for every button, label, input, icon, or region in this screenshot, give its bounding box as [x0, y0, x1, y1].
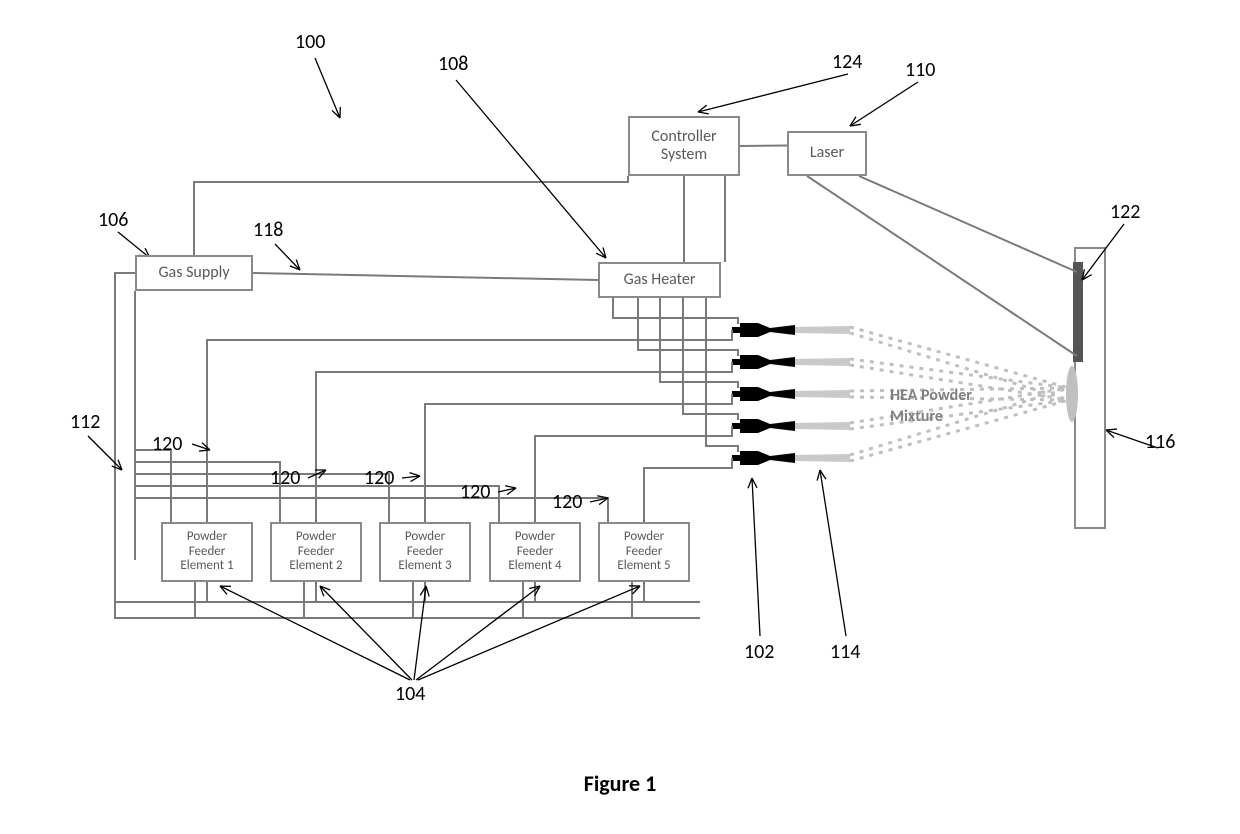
feeder4-label: PowderFeederElement 4 — [508, 530, 561, 575]
ref-102: 102 — [744, 640, 774, 664]
ref-108: 108 — [438, 52, 468, 76]
ref-106: 106 — [98, 208, 128, 232]
ref-118: 118 — [253, 218, 283, 242]
laser-label: Laser — [810, 144, 844, 162]
ref-120a: 120 — [152, 432, 182, 456]
gas-heater-label: Gas Heater — [624, 271, 696, 289]
ref-100: 100 — [295, 30, 325, 54]
ref-122: 122 — [1110, 200, 1140, 224]
feeder1-label: PowderFeederElement 1 — [180, 530, 233, 575]
ref-120c: 120 — [364, 466, 394, 490]
ref-110: 110 — [905, 58, 935, 82]
ref-124: 124 — [832, 50, 862, 74]
ref-116: 116 — [1145, 430, 1175, 454]
powder-feeder-5-box: PowderFeederElement 5 — [598, 522, 690, 582]
ref-114: 114 — [830, 640, 860, 664]
hea-powder-mixture-label: HEA PowderMixture — [890, 386, 972, 428]
gas-supply-box: Gas Supply — [135, 255, 253, 291]
ref-104: 104 — [395, 682, 425, 706]
ref-112: 112 — [70, 410, 100, 434]
diagram-svg — [0, 0, 1240, 834]
ref-120e: 120 — [552, 490, 582, 514]
gas-supply-label: Gas Supply — [158, 264, 229, 282]
powder-feeder-3-box: PowderFeederElement 3 — [379, 522, 471, 582]
controller-system-box: ControllerSystem — [628, 116, 740, 176]
feeder2-label: PowderFeederElement 2 — [289, 530, 342, 575]
figure-caption: Figure 1 — [0, 770, 1240, 797]
powder-feeder-1-box: PowderFeederElement 1 — [161, 522, 253, 582]
ref-120d: 120 — [460, 480, 490, 504]
feeder3-label: PowderFeederElement 3 — [398, 530, 451, 575]
powder-feeder-2-box: PowderFeederElement 2 — [270, 522, 362, 582]
gas-heater-box: Gas Heater — [598, 262, 721, 298]
feeder5-label: PowderFeederElement 5 — [617, 530, 670, 575]
laser-box: Laser — [787, 131, 867, 176]
ref-120b: 120 — [270, 466, 300, 490]
powder-feeder-4-box: PowderFeederElement 4 — [489, 522, 581, 582]
controller-label: ControllerSystem — [651, 128, 716, 165]
